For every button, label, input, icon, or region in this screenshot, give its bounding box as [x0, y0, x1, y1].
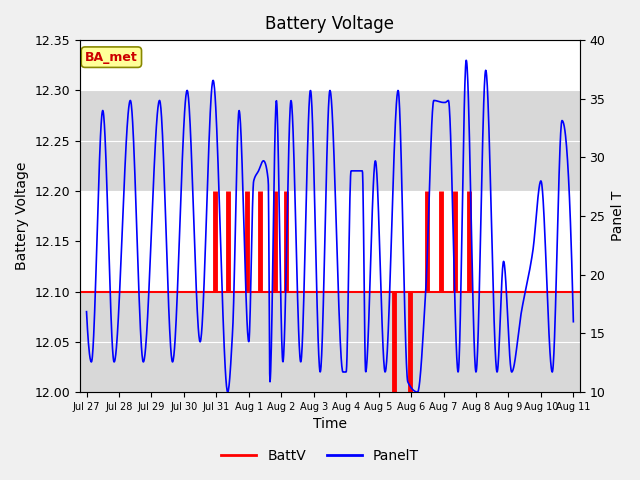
Y-axis label: Panel T: Panel T: [611, 191, 625, 241]
Y-axis label: Battery Voltage: Battery Voltage: [15, 162, 29, 270]
Bar: [80, 291, 580, 392]
Title: Battery Voltage: Battery Voltage: [266, 15, 394, 33]
Text: BA_met: BA_met: [85, 51, 138, 64]
Legend: BattV, PanelT: BattV, PanelT: [216, 443, 424, 468]
Bar: [80, 90, 580, 191]
Bar: [80, 40, 580, 90]
X-axis label: Time: Time: [313, 418, 347, 432]
Bar: [80, 191, 580, 291]
